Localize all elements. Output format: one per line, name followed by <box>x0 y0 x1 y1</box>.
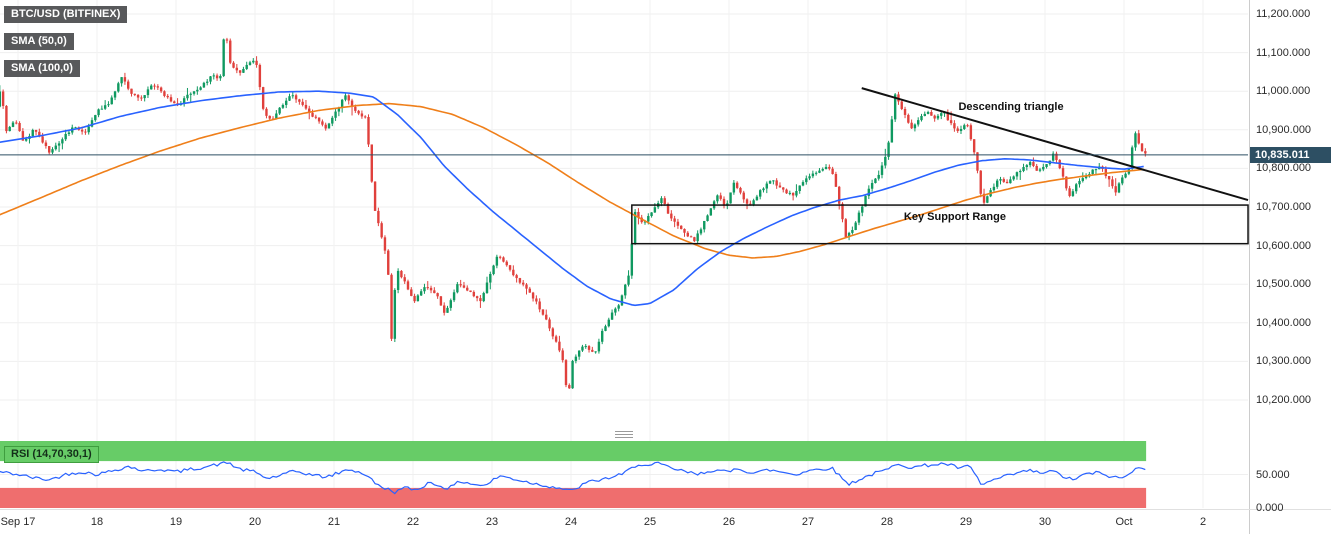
sma50-line[interactable] <box>0 90 1144 307</box>
legend-rsi[interactable]: RSI (14,70,30,1) <box>4 446 99 463</box>
time-axis[interactable]: Sep 17 18 19 20 21 22 23 24 25 26 27 28 29 30 Oct 2 <box>0 510 1331 534</box>
candles[interactable] <box>0 37 1147 389</box>
time-axis-label: Oct <box>1115 516 1133 528</box>
key-support-range-label[interactable]: Key Support Range <box>903 210 1006 223</box>
price-axis-label: 10,300.000 <box>1256 355 1312 368</box>
time-axis-label: 19 <box>169 516 183 528</box>
legend-sma50[interactable]: SMA (50,0) <box>4 33 74 50</box>
time-axis-label: 24 <box>564 516 578 528</box>
last-price-badge: 10,835.011 <box>1250 146 1331 163</box>
price-axis-label: 10,400.000 <box>1256 316 1312 329</box>
rsi-axis-label: 0.000 <box>1256 502 1284 514</box>
price-axis-label: 10,500.000 <box>1256 278 1312 291</box>
time-axis-label: 23 <box>485 516 499 528</box>
time-axis-label: 18 <box>90 516 104 528</box>
time-axis-label: 26 <box>722 516 736 528</box>
time-axis-label: 29 <box>959 516 973 528</box>
price-axis-label: 10,200.000 <box>1256 394 1312 406</box>
rsi-line[interactable] <box>0 461 1146 495</box>
price-axis-label: 10,900.000 <box>1256 123 1312 136</box>
descending-triangle-label[interactable]: Descending triangle <box>958 101 1064 114</box>
price-axis-label: 11,100.000 <box>1256 46 1311 59</box>
sma100-line[interactable] <box>0 102 1144 259</box>
rsi-axis-label: 50.000 <box>1256 468 1290 481</box>
time-axis-label: 2 <box>1199 516 1207 528</box>
legend-sma100[interactable]: SMA (100,0) <box>4 60 80 77</box>
price-axis-label: 11,000.000 <box>1256 85 1311 98</box>
time-axis-label: Sep 17 <box>0 516 36 528</box>
gridlines <box>0 0 1248 508</box>
time-axis-label: 27 <box>801 516 815 528</box>
time-axis-label: 28 <box>880 516 894 528</box>
time-axis-label: 20 <box>248 516 262 528</box>
price-axis-label: 10,700.000 <box>1256 201 1312 213</box>
price-axis-label: 10,800.000 <box>1256 162 1312 175</box>
price-axis-label: 10,600.000 <box>1256 239 1312 252</box>
descending-trendline[interactable] <box>861 87 1249 202</box>
price-axis[interactable]: 11,200.000 11,100.000 11,000.000 10,900.000… <box>1250 0 1331 514</box>
time-axis-label: 25 <box>643 516 657 528</box>
rsi-bands <box>0 441 1147 508</box>
support-range-box[interactable] <box>631 204 1249 245</box>
time-axis-label: 21 <box>327 516 341 528</box>
time-axis-label: 30 <box>1038 516 1052 528</box>
pane-resize-handle[interactable] <box>615 431 633 438</box>
time-axis-label: 22 <box>406 516 420 528</box>
price-axis-label: 11,200.000 <box>1256 8 1311 20</box>
legend-symbol[interactable]: BTC/USD (BITFINEX) <box>4 6 128 23</box>
